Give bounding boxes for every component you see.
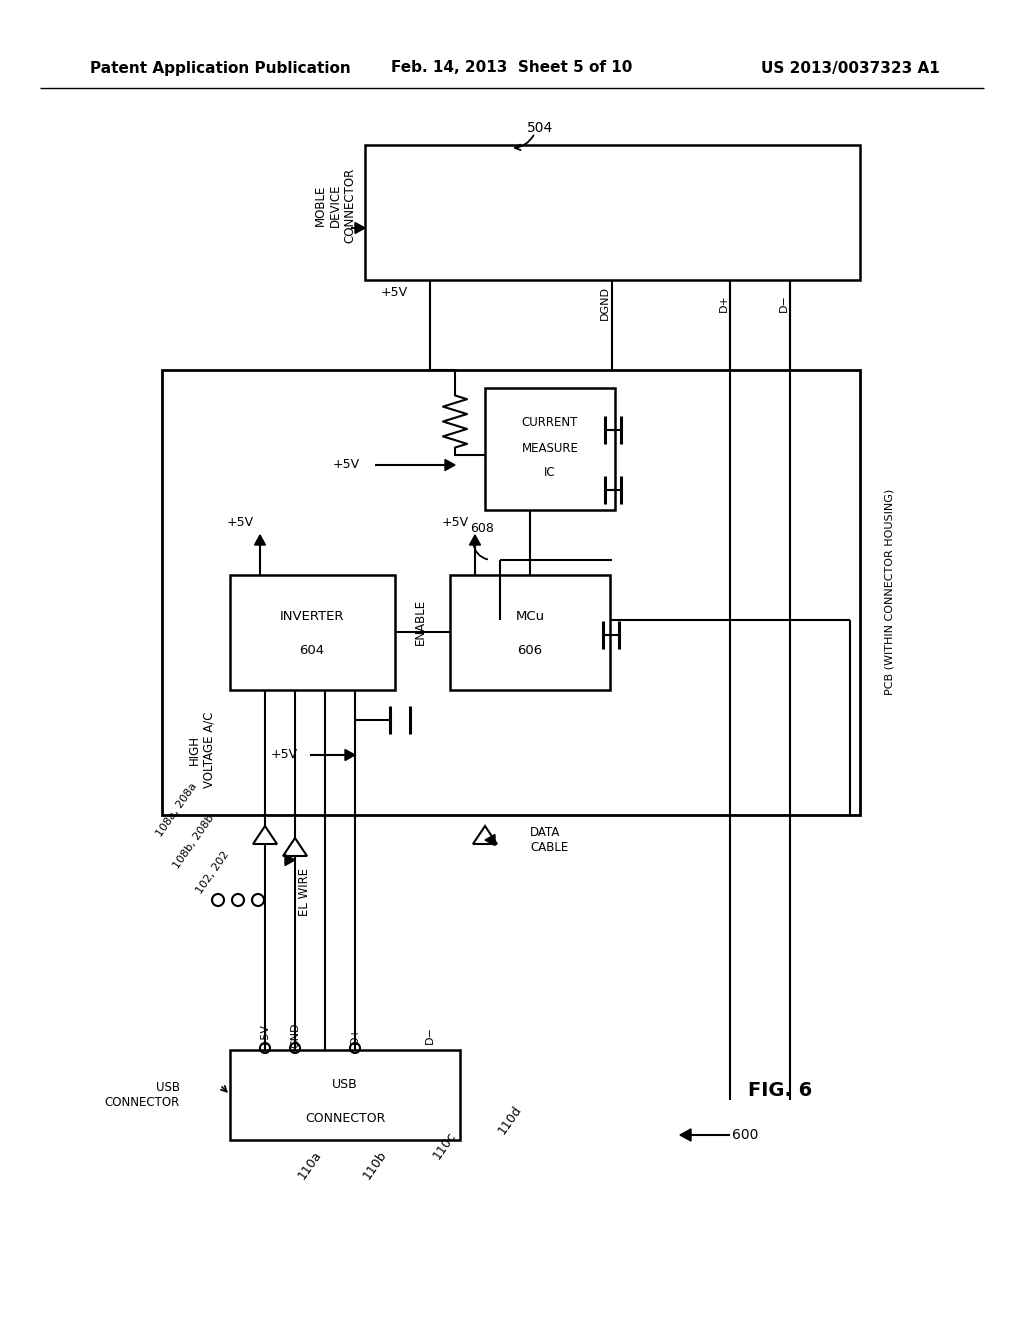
Polygon shape xyxy=(473,826,497,843)
Text: D−: D− xyxy=(425,1026,435,1044)
Text: +5V: +5V xyxy=(271,748,298,762)
Text: EL WIRE: EL WIRE xyxy=(299,869,311,916)
Text: HIGH
VOLTAGE A/C: HIGH VOLTAGE A/C xyxy=(188,711,216,788)
Text: +5V: +5V xyxy=(381,285,408,298)
Polygon shape xyxy=(345,750,355,760)
Polygon shape xyxy=(485,834,495,846)
Bar xyxy=(450,576,610,690)
Text: 108b, 208b: 108b, 208b xyxy=(172,813,216,871)
Text: USB
CONNECTOR: USB CONNECTOR xyxy=(104,1081,180,1109)
Text: USB: USB xyxy=(332,1078,357,1092)
Text: CURRENT: CURRENT xyxy=(522,417,579,429)
Text: Feb. 14, 2013  Sheet 5 of 10: Feb. 14, 2013 Sheet 5 of 10 xyxy=(391,61,633,75)
Bar xyxy=(485,388,615,510)
Bar xyxy=(162,370,860,814)
Text: 604: 604 xyxy=(299,644,325,656)
Text: 600: 600 xyxy=(732,1129,758,1142)
Text: 606: 606 xyxy=(517,644,543,656)
Polygon shape xyxy=(283,838,307,855)
Text: INVERTER: INVERTER xyxy=(280,610,344,623)
Text: MCu: MCu xyxy=(515,610,545,623)
Polygon shape xyxy=(355,223,365,234)
Text: 608: 608 xyxy=(470,521,494,535)
Text: 110a: 110a xyxy=(295,1148,324,1181)
Bar xyxy=(230,1049,460,1140)
Text: DGND: DGND xyxy=(600,286,610,319)
Polygon shape xyxy=(285,854,295,866)
Text: D+: D+ xyxy=(719,294,729,312)
Text: +5V: +5V xyxy=(441,516,469,529)
Polygon shape xyxy=(445,459,455,470)
Text: ENABLE: ENABLE xyxy=(414,599,427,645)
Text: Patent Application Publication: Patent Application Publication xyxy=(90,61,351,75)
Text: DATA
CABLE: DATA CABLE xyxy=(530,826,568,854)
Text: +5V: +5V xyxy=(333,458,360,471)
Text: +5V: +5V xyxy=(260,1023,270,1047)
Polygon shape xyxy=(253,826,278,843)
Text: D+: D+ xyxy=(350,1026,360,1044)
Text: 110c: 110c xyxy=(430,1129,459,1162)
Text: MOBLE
DEVICE
CONNECTOR: MOBLE DEVICE CONNECTOR xyxy=(313,168,356,243)
Text: IC: IC xyxy=(544,466,556,479)
Text: CONNECTOR: CONNECTOR xyxy=(305,1111,385,1125)
Text: GND: GND xyxy=(290,1022,300,1048)
Text: PCB (WITHIN CONNECTOR HOUSING): PCB (WITHIN CONNECTOR HOUSING) xyxy=(885,488,895,696)
Text: US 2013/0037323 A1: US 2013/0037323 A1 xyxy=(761,61,940,75)
Text: 108a, 208a: 108a, 208a xyxy=(155,781,200,838)
Text: D−: D− xyxy=(779,294,790,312)
Text: 102, 202: 102, 202 xyxy=(195,849,231,895)
Bar xyxy=(230,576,395,690)
Bar xyxy=(365,145,860,280)
Text: MEASURE: MEASURE xyxy=(521,441,579,454)
Text: 110d: 110d xyxy=(495,1104,524,1137)
Text: 504: 504 xyxy=(527,121,553,135)
Polygon shape xyxy=(255,535,265,545)
Text: +5V: +5V xyxy=(226,516,254,529)
Polygon shape xyxy=(469,535,480,545)
Text: FIG. 6: FIG. 6 xyxy=(748,1081,812,1100)
Text: 110b: 110b xyxy=(360,1148,389,1181)
Polygon shape xyxy=(680,1129,691,1140)
